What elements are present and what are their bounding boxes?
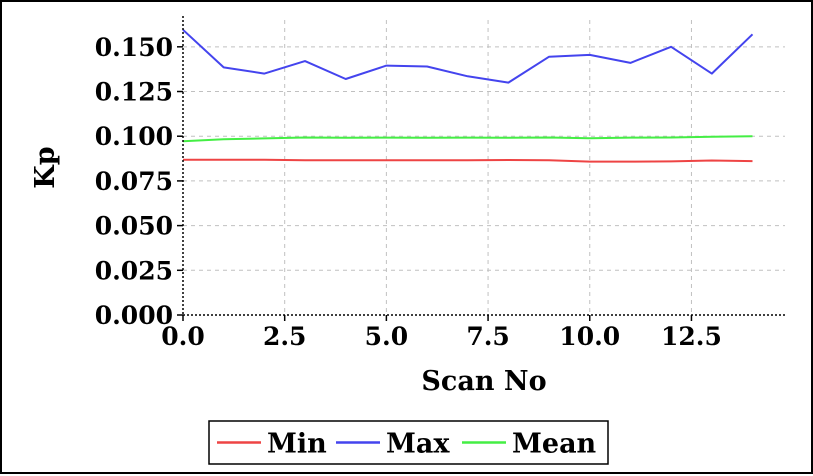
y-tick-label: 0.150 <box>95 33 173 62</box>
x-tick-label: 12.5 <box>661 322 722 351</box>
x-tick-label: 7.5 <box>466 322 510 351</box>
y-tick-label: 0.100 <box>95 122 173 151</box>
y-tick-label: 0.025 <box>95 256 173 285</box>
legend: Min Max Mean <box>208 420 609 465</box>
axes <box>177 16 785 321</box>
tick-labels: 0.000 0.025 0.050 0.075 0.100 0.125 0.150 0.0 2.… <box>95 33 722 351</box>
legend-label-mean: Mean <box>512 429 597 460</box>
x-tick-label: 10.0 <box>559 322 620 351</box>
series-lines <box>182 29 754 163</box>
x-tick-label: 2.5 <box>263 322 307 351</box>
series-line-min <box>183 158 753 163</box>
legend-label-max: Max <box>386 429 450 460</box>
y-axis-title: Kp <box>30 146 61 188</box>
grid-lines <box>183 20 785 315</box>
y-tick-label: 0.050 <box>95 212 173 241</box>
series-line-mean <box>182 135 753 143</box>
x-tick-label: 0.0 <box>161 322 205 351</box>
series-line-max <box>182 29 754 84</box>
x-tick-label: 5.0 <box>365 322 409 351</box>
legend-label-min: Min <box>267 429 327 460</box>
y-tick-label: 0.125 <box>95 78 173 107</box>
legend-box <box>208 420 609 465</box>
y-tick-label: 0.000 <box>95 301 173 330</box>
x-axis-title: Scan No <box>421 366 546 397</box>
y-tick-label: 0.075 <box>95 167 173 196</box>
